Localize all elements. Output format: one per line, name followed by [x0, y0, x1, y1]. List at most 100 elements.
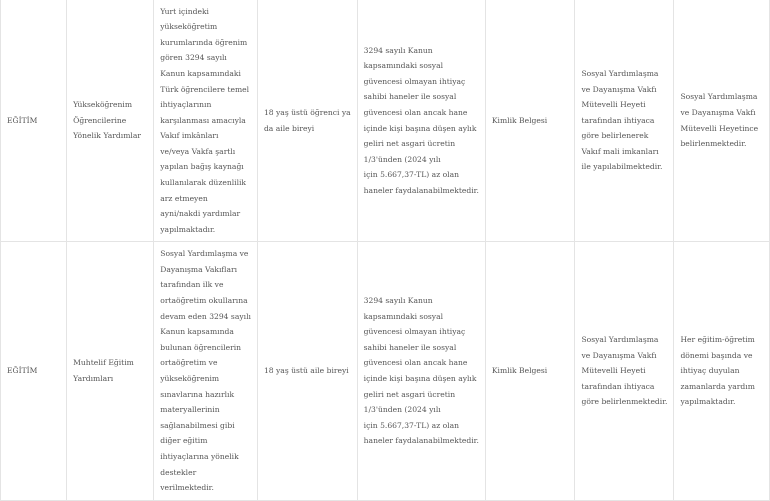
cell-eligibility: 3294 sayılı Kanun kapsamındaki sosyal güve… — [356, 0, 486, 242]
cell-documents: Kimlik Belgesi — [484, 241, 576, 501]
cell-category: EĞİTİM — [0, 241, 68, 501]
cell-eligibility: 3294 sayılı Kanun kapsamındaki sosyal güve… — [356, 241, 486, 501]
cell-text-line: Sosyal Yardımlaşma ve — [160, 249, 249, 259]
cell-text-line: gören 3294 sayılı — [160, 53, 227, 63]
cell-text-line: sahibi haneler ile sosyal — [363, 342, 457, 352]
cell-text-line: yapılmaktadır. — [160, 224, 216, 234]
cell-text-line: da aile bireyi — [263, 123, 315, 133]
cell-frequency: Sosyal Yardımlaşma ve Dayanışma Vakfı Müte… — [673, 0, 770, 242]
cell-text-line: EĞİTİM — [7, 366, 38, 376]
cell-text-line: güvencesi olan ancak hane — [363, 358, 468, 368]
cell-aid-name: Yükseköğrenim Öğrencilerine Yönelik Yardım… — [66, 0, 155, 242]
cell-text-line: Kimlik Belgesi — [491, 115, 548, 125]
cell-text-line: için 5.667,37-TL) az olan — [363, 420, 460, 430]
cell-text-line: ihtiyaçlarının — [160, 100, 212, 110]
cell-text-line: Vakıf imkânları — [160, 131, 219, 141]
table-row: EĞİTİM Muhtelif Eğitim Yardımları Sosyal Ya… — [0, 241, 770, 501]
cell-text-line: ile yapılabilmektedir. — [581, 162, 663, 172]
cell-text-line: bulunan öğrencilerin — [160, 342, 242, 352]
cell-text-line: ve/veya Vakfa şartlı — [160, 146, 236, 156]
cell-text-line: güvencesi olmayan ihtiyaç — [363, 76, 466, 86]
cell-text-line: içinde kişi başına düşen aylık — [363, 374, 477, 383]
cell-text-line: kapsamındaki sosyal — [363, 311, 444, 321]
cell-text-line: materyallerinin — [160, 405, 220, 415]
cell-frequency: Her eğitim-öğretim dönemi başında ve ihtiy… — [673, 241, 770, 501]
cell-text-line: Yardımları — [73, 374, 114, 383]
cell-text-line: zamanlarda yardım — [680, 381, 755, 391]
cell-text-line: ihtiyaç duyulan — [680, 366, 740, 376]
cell-text-line: 18 yaş üstü öğrenci ya — [263, 107, 351, 117]
cell-text-line: Sosyal Yardımlaşma — [581, 68, 659, 78]
cell-text-line: 18 yaş üstü aile bireyi — [263, 366, 349, 376]
cell-description: Sosyal Yardımlaşma ve Dayanışma Vakıfları… — [153, 241, 258, 501]
cell-text-line: Dayanışma Vakıfları — [160, 264, 238, 274]
cell-text-line: Mütevelli Heyeti — [581, 100, 646, 110]
cell-text-line: dönemi başında ve — [680, 350, 753, 360]
cell-text-line: karşılanması amacıyla — [160, 115, 246, 125]
cell-text-line: sağlanabilmesi gibi — [160, 420, 235, 430]
cell-text-line: verilmektedir. — [160, 483, 214, 493]
cell-text-line: haneler faydalanabilmektedir. — [363, 436, 479, 446]
cell-text-line: Vakıf mali imkanları — [581, 146, 659, 156]
cell-text-line: Yurt içindeki — [160, 6, 209, 16]
cell-amount: Sosyal Yardımlaşma ve Dayanışma Vakfı Müte… — [574, 0, 675, 242]
cell-applicant: 18 yaş üstü öğrenci ya da aile bireyi — [256, 0, 358, 242]
cell-text-line: tarafından ilk ve — [160, 280, 224, 290]
cell-text-line: sahibi haneler ile sosyal — [363, 92, 457, 102]
cell-text-line: yükseköğrenim — [160, 374, 220, 383]
cell-text-line: kapsamındaki sosyal — [363, 61, 444, 71]
cell-text-line: içinde kişi başına düşen aylık — [363, 123, 477, 133]
cell-text-line: Kanun kapsamındaki — [160, 68, 241, 78]
cell-text-line: ve Dayanışma Vakfı — [680, 107, 756, 117]
cell-text-line: Sosyal Yardımlaşma — [680, 92, 758, 102]
cell-text-line: geliri net asgari ücretin — [363, 139, 456, 149]
cell-text-line: sınavlarına hazırlık — [160, 389, 235, 399]
cell-aid-name: Muhtelif Eğitim Yardımları — [66, 241, 155, 501]
cell-description: Yurt içindeki yükseköğretim kurumlarında ö… — [153, 0, 258, 242]
cell-applicant: 18 yaş üstü aile bireyi — [256, 241, 358, 501]
cell-text-line: haneler faydalanabilmektedir. — [363, 185, 479, 195]
cell-text-line: yapılmaktadır. — [680, 397, 736, 407]
cell-text-line: 3294 sayılı Kanun — [363, 45, 433, 55]
cell-text-line: devam eden 3294 sayılı — [160, 311, 251, 321]
cell-text-line: yapılan bağış kaynağı — [160, 162, 244, 172]
cell-text-line: 1/3'ünden (2024 yılı — [363, 154, 441, 164]
cell-text-line: Kanun kapsamında — [160, 327, 234, 337]
cell-text-line: Öğrencilerine — [73, 115, 127, 125]
cell-text-line: Sosyal Yardımlaşma — [581, 335, 659, 345]
cell-text-line: güvencesi olmayan ihtiyaç — [363, 327, 466, 337]
cell-text-line: Yükseköğrenim — [73, 100, 133, 110]
cell-text-line: ortaöğretim okullarına — [160, 296, 248, 306]
cell-text-line: Mütevelli Heyeti — [581, 366, 646, 376]
cell-text-line: arz etmeyen — [160, 193, 208, 203]
cell-text-line: için 5.667,37-TL) az olan — [363, 170, 460, 180]
cell-text-line: Kimlik Belgesi — [491, 366, 548, 376]
cell-text-line: EĞİTİM — [7, 115, 38, 125]
cell-text-line: 1/3'ünden (2024 yılı — [363, 405, 441, 415]
cell-text-line: destekler — [160, 467, 197, 477]
cell-text-line: diğer eğitim — [160, 436, 208, 446]
cell-text-line: ortaöğretim ve — [160, 358, 218, 368]
cell-text-line: ayni/nakdi yardımlar — [160, 209, 241, 219]
cell-text-line: tarafından ihtiyaca — [581, 381, 655, 391]
cell-amount: Sosyal Yardımlaşma ve Dayanışma Vakfı Müte… — [574, 241, 675, 501]
cell-text-line: Türk öğrencilere temel — [160, 84, 250, 94]
cell-text-line: Muhtelif Eğitim — [73, 358, 134, 368]
cell-text-line: kurumlarında öğrenim — [160, 37, 248, 47]
cell-documents: Kimlik Belgesi — [484, 0, 576, 242]
cell-category: EĞİTİM — [0, 0, 68, 242]
cell-text-line: Her eğitim-öğretim — [680, 335, 755, 345]
cell-text-line: kullanılarak düzenlilik — [160, 178, 247, 188]
cell-text-line: Yönelik Yardımlar — [73, 131, 141, 141]
cell-text-line: yükseköğretim — [160, 22, 218, 32]
cell-text-line: göre belirlenmektedir. — [581, 397, 668, 407]
cell-text-line: 3294 sayılı Kanun — [363, 296, 433, 306]
cell-text-line: ve Dayanışma Vakfı — [581, 84, 657, 94]
cell-text-line: ve Dayanışma Vakfı — [581, 350, 657, 360]
cell-text-line: Mütevelli Heyetince — [680, 123, 759, 133]
table-row: EĞİTİM Yükseköğrenim Öğrencilerine Yönelik … — [0, 0, 770, 242]
cell-text-line: tarafından ihtiyaca — [581, 115, 655, 125]
cell-text-line: ihtiyaçlarına yönelik — [160, 451, 239, 461]
cell-text-line: güvencesi olan ancak hane — [363, 107, 468, 117]
